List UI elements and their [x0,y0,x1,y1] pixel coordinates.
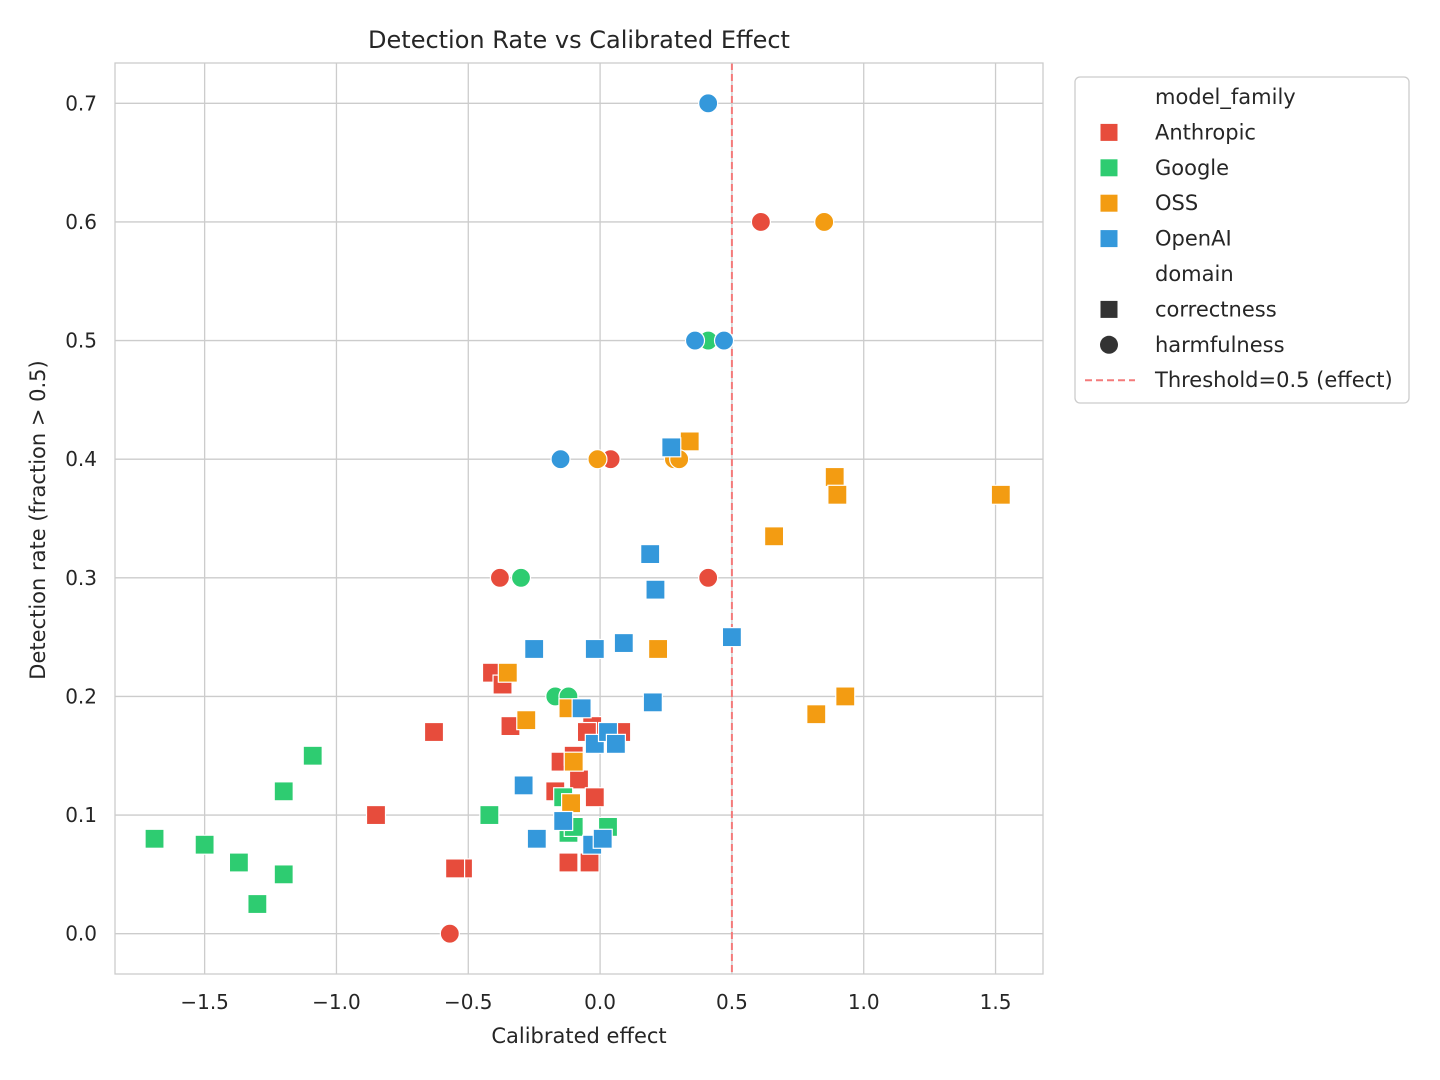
legend-label-oss: OSS [1155,191,1198,215]
y-tick-label: 0.5 [65,329,97,353]
y-tick-label: 0.4 [65,447,97,471]
data-point-oss-harmfulness [587,449,608,470]
data-point-openai-correctness [571,698,592,719]
data-point-google-correctness [247,893,268,915]
data-point-google-correctness [194,834,215,855]
data-point-anthropic-correctness [579,852,600,873]
data-points [144,93,1011,944]
data-point-openai-correctness [513,775,534,796]
legend-marker-anthropic [1100,123,1118,141]
data-point-openai-harmfulness [684,330,706,351]
x-tick-labels: −1.5 −1.0 −0.5 0.0 0.5 1.0 1.5 [180,990,1011,1014]
data-point-anthropic-harmfulness [489,567,511,588]
legend-label-threshold: Threshold=0.5 (effect) [1154,368,1393,392]
y-tick-label: 0.7 [65,91,97,115]
data-point-oss-correctness [827,484,848,505]
data-point-anthropic-correctness [423,721,445,743]
data-point-anthropic-correctness [584,787,605,808]
legend-label-google: Google [1155,156,1229,180]
y-tick-label: 0.6 [65,210,97,234]
data-point-google-correctness [228,852,250,873]
x-tick-label: −1.0 [312,990,361,1014]
plot-frame [114,62,1044,975]
data-point-oss-correctness [824,466,845,488]
data-point-openai-correctness [640,543,661,565]
data-point-openai-correctness [592,828,613,849]
x-tick-label: 0.5 [716,990,748,1014]
data-point-anthropic-harmfulness [750,211,772,233]
data-point-oss-correctness [835,686,856,707]
legend-label-correctness: correctness [1155,297,1277,321]
data-point-openai-harmfulness [550,449,571,470]
data-point-google-correctness [302,745,323,766]
data-point-google-correctness [273,864,294,885]
x-tick-label: −0.5 [444,990,493,1014]
legend-label-harmfulness: harmfulness [1155,333,1285,357]
data-point-openai-correctness [645,579,666,600]
data-point-anthropic-correctness [444,858,466,879]
legend: model_family Anthropic Google OSS OpenAI doma… [1074,76,1410,404]
legend-marker-google [1100,159,1118,177]
data-point-google-harmfulness [510,567,532,588]
legend-marker-correctness [1100,300,1118,318]
data-point-openai-correctness [584,638,605,660]
data-point-oss-correctness [806,704,827,725]
y-tick-label: 0.1 [65,803,97,827]
data-point-openai-correctness [605,733,627,754]
y-axis-label: Detection rate (fraction > 0.5) [26,360,50,679]
data-point-oss-correctness [990,484,1011,505]
legend-label-openai: OpenAI [1155,227,1232,251]
data-point-openai-correctness [661,437,682,458]
grid [115,63,1043,974]
data-point-oss-correctness [497,662,518,683]
data-point-google-correctness [144,828,165,849]
data-point-oss-correctness [563,751,584,772]
data-point-anthropic-correctness [365,804,387,826]
data-point-oss-harmfulness [814,211,835,233]
data-point-oss-correctness [516,710,537,731]
legend-marker-openai [1100,230,1118,248]
y-tick-labels: 0.0 0.1 0.2 0.3 0.4 0.5 0.6 0.7 [65,91,97,945]
data-point-openai-correctness [526,828,547,849]
legend-marker-oss [1100,194,1118,212]
x-tick-label: −1.5 [180,990,229,1014]
legend-hue-title: model_family [1155,85,1296,110]
data-point-google-correctness [479,804,500,826]
x-tick-label: 1.5 [980,990,1012,1014]
data-point-openai-harmfulness [713,330,735,351]
data-point-openai-correctness [613,632,634,654]
data-point-anthropic-harmfulness [439,923,460,944]
data-point-oss-correctness [679,431,700,452]
x-axis-label: Calibrated effect [491,1024,666,1048]
chart-title: Detection Rate vs Calibrated Effect [368,26,790,54]
data-point-google-correctness [273,781,294,802]
legend-style-title: domain [1155,262,1234,286]
y-tick-label: 0.2 [65,684,97,708]
data-point-openai-correctness [553,810,574,832]
data-point-oss-correctness [763,526,785,547]
data-point-anthropic-correctness [558,852,579,873]
x-tick-label: 0.0 [584,990,616,1014]
data-point-oss-correctness [647,638,669,660]
data-point-openai-correctness [524,638,545,660]
legend-marker-harmfulness [1100,335,1118,354]
data-point-anthropic-correctness [568,769,590,790]
data-point-anthropic-harmfulness [698,567,719,588]
data-point-openai-correctness [721,627,743,648]
legend-label-anthropic: Anthropic [1155,120,1256,144]
data-point-oss-correctness [560,793,582,814]
y-tick-label: 0.3 [65,566,97,590]
y-tick-label: 0.0 [65,922,97,946]
data-point-openai-correctness [642,692,663,713]
data-point-openai-harmfulness [698,93,719,114]
x-tick-label: 1.0 [848,990,880,1014]
legend-box [1074,76,1410,404]
